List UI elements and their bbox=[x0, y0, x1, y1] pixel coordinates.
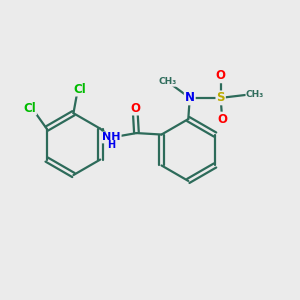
Text: H: H bbox=[107, 140, 116, 150]
Text: S: S bbox=[216, 92, 225, 104]
Text: CH₃: CH₃ bbox=[246, 90, 264, 99]
Text: O: O bbox=[216, 69, 226, 82]
Text: O: O bbox=[130, 101, 140, 115]
Text: N: N bbox=[185, 92, 195, 104]
Text: NH: NH bbox=[102, 133, 121, 142]
Text: Cl: Cl bbox=[23, 101, 36, 115]
Text: CH₃: CH₃ bbox=[158, 77, 177, 86]
Text: Cl: Cl bbox=[73, 82, 86, 95]
Text: O: O bbox=[217, 112, 227, 126]
